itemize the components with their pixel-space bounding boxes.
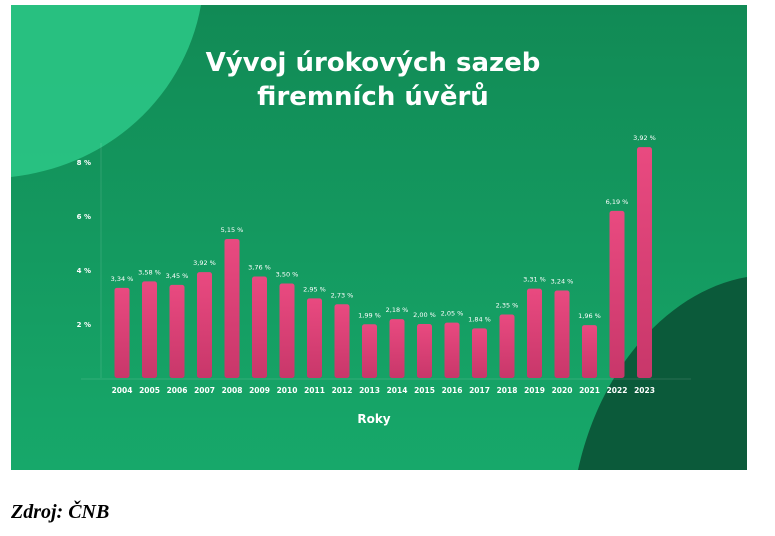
bars-group: [114, 147, 652, 378]
bar-2015: [417, 324, 432, 378]
value-label-2023: 3,92 %: [633, 134, 656, 142]
x-tick-label-2007: 2007: [194, 386, 215, 395]
bar-2022: [609, 210, 625, 378]
bar-2016: [444, 322, 460, 378]
value-label-2012: 2,73 %: [331, 291, 354, 299]
x-tick-label-2020: 2020: [552, 386, 573, 395]
value-label-2009: 3,76 %: [248, 263, 271, 271]
decor-dark-shape: [578, 277, 747, 470]
value-label-2018: 2,35 %: [496, 302, 519, 310]
chart-title-line1: Vývoj úrokových sazeb: [206, 48, 541, 78]
x-tick-label-2004: 2004: [112, 386, 133, 395]
value-label-2019: 3,31 %: [523, 276, 546, 284]
value-label-2021: 1,96 %: [578, 312, 601, 320]
bar-chart: Vývoj úrokových sazeb firemních úvěrů 2 …: [11, 5, 747, 470]
decor-light-shape: [11, 5, 201, 177]
x-tick-label-2023: 2023: [634, 386, 655, 395]
value-label-2020: 3,24 %: [551, 278, 574, 286]
value-label-2006: 3,45 %: [166, 272, 189, 280]
x-tick-label-2012: 2012: [332, 386, 353, 395]
value-label-2007: 3,92 %: [193, 259, 216, 267]
bar-2013: [362, 324, 377, 378]
y-axis-ticks: 2 % 4 % 6 % 8 %: [77, 159, 91, 329]
value-label-2008: 5,15 %: [221, 226, 244, 234]
x-tick-label-2017: 2017: [469, 386, 490, 395]
x-tick-label-2018: 2018: [497, 386, 518, 395]
x-tick-label-2005: 2005: [139, 386, 160, 395]
x-tick-label-2022: 2022: [607, 386, 628, 395]
x-tick-label-2011: 2011: [304, 386, 325, 395]
value-label-2016: 2,05 %: [441, 310, 464, 318]
bar-2004: [114, 287, 130, 378]
bar-2011: [307, 298, 322, 378]
x-tick-label-2021: 2021: [579, 386, 600, 395]
value-label-2004: 3,34 %: [111, 275, 134, 283]
bar-2020: [554, 290, 570, 378]
x-tick-labels-group: 2004 2005 2006 2007 2008 2009 2010 2011 2012 2013…: [112, 386, 655, 395]
value-label-2015: 2,00 %: [413, 311, 436, 319]
bar-2017: [472, 328, 487, 378]
x-tick-label-2010: 2010: [277, 386, 298, 395]
value-labels-group: 3,34 % 3,58 % 3,45 % 3,92 % 5,15 % 3,76 % 3,50…: [111, 134, 656, 323]
y-tick-label: 8 %: [77, 159, 91, 167]
x-tick-label-2009: 2009: [249, 386, 270, 395]
bar-2019: [527, 288, 542, 378]
value-label-2013: 1,99 %: [358, 311, 381, 319]
bar-2008: [224, 238, 240, 378]
x-tick-label-2016: 2016: [442, 386, 463, 395]
x-axis-label: Roky: [357, 412, 390, 426]
y-tick-label: 4 %: [77, 267, 91, 275]
bar-2010: [279, 283, 295, 378]
y-tick-label: 6 %: [77, 213, 91, 221]
bar-2009: [252, 276, 267, 378]
chart-title-line2: firemních úvěrů: [257, 81, 489, 112]
bar-2005: [142, 281, 157, 378]
bar-2018: [499, 314, 515, 378]
value-label-2014: 2,18 %: [386, 306, 409, 314]
bar-2014: [389, 319, 405, 378]
bar-2007: [197, 272, 212, 378]
chart-panel: Vývoj úrokových sazeb firemních úvěrů 2 …: [11, 5, 747, 470]
x-tick-label-2015: 2015: [414, 386, 435, 395]
x-tick-label-2013: 2013: [359, 386, 380, 395]
x-tick-label-2008: 2008: [222, 386, 243, 395]
value-label-2017: 1,84 %: [468, 315, 491, 323]
y-tick-label: 2 %: [77, 321, 91, 329]
x-tick-label-2014: 2014: [387, 386, 408, 395]
value-label-2022: 6,19 %: [606, 198, 629, 206]
bar-2006: [169, 284, 185, 378]
value-label-2011: 2,95 %: [303, 285, 326, 293]
value-label-2005: 3,58 %: [138, 268, 161, 276]
x-tick-label-2006: 2006: [167, 386, 188, 395]
bar-2021: [582, 325, 597, 378]
x-tick-label-2019: 2019: [524, 386, 545, 395]
source-note: Zdroj: ČNB: [11, 501, 110, 523]
bar-2023: [637, 147, 652, 378]
bar-2012: [334, 304, 350, 378]
value-label-2010: 3,50 %: [276, 271, 299, 279]
